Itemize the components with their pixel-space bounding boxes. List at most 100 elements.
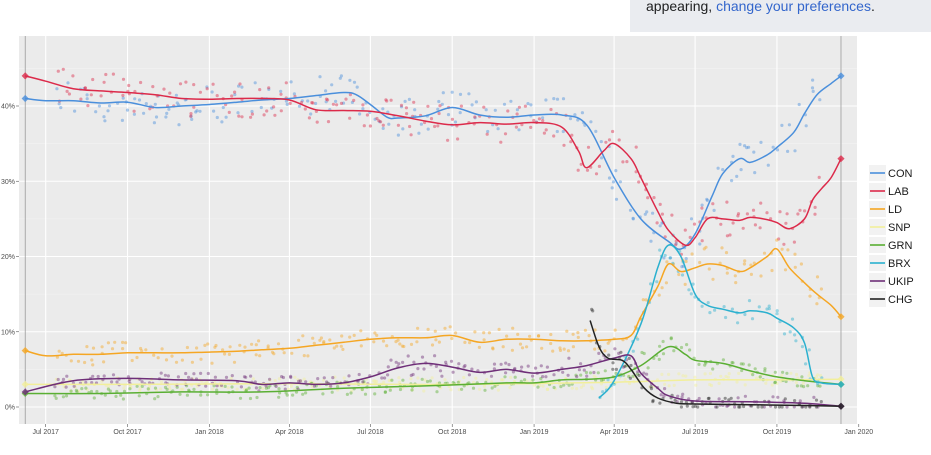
- poll-point-con: [102, 115, 106, 119]
- poll-point-lab: [412, 100, 416, 104]
- poll-point-con: [436, 107, 440, 111]
- result-marker-chg: [837, 402, 845, 410]
- poll-point-con: [651, 211, 655, 215]
- poll-point-lab: [670, 213, 674, 217]
- poll-point-brx: [743, 312, 747, 317]
- poll-point-ld: [537, 334, 541, 338]
- poll-point-ukip: [561, 370, 565, 374]
- poll-point-ld: [775, 238, 779, 242]
- poll-point-lab: [736, 214, 740, 218]
- poll-point-ld: [221, 348, 225, 352]
- poll-point-lab: [692, 222, 697, 226]
- poll-point-brx: [708, 311, 712, 315]
- poll-point-lab: [352, 98, 356, 102]
- poll-point-ld: [409, 342, 414, 346]
- poll-point-lab: [586, 145, 591, 149]
- poll-point-ukip: [289, 375, 293, 379]
- notice-prefix: appearing,: [646, 0, 713, 14]
- poll-point-grn: [642, 351, 646, 356]
- poll-point-snp: [243, 387, 247, 391]
- poll-point-lab: [784, 221, 788, 225]
- poll-point-lab: [644, 182, 649, 186]
- poll-point-con: [580, 111, 585, 115]
- poll-point-snp: [794, 380, 799, 385]
- poll-point-lab: [184, 80, 188, 84]
- trend-line-con: [25, 75, 842, 250]
- poll-point-lab: [65, 89, 69, 93]
- poll-point-snp: [439, 386, 443, 390]
- poll-point-ld: [793, 252, 797, 256]
- poll-point-ukip: [159, 371, 163, 375]
- poll-point-lab: [86, 104, 90, 108]
- poll-point-con: [745, 146, 749, 150]
- poll-point-ld: [164, 358, 169, 362]
- poll-point-ld: [375, 333, 379, 337]
- poll-point-con: [85, 97, 89, 101]
- poll-point-lab: [102, 80, 106, 84]
- poll-point-snp: [277, 377, 281, 381]
- poll-point-ld: [749, 263, 753, 267]
- poll-point-grn: [238, 396, 243, 400]
- poll-point-brx: [765, 307, 769, 311]
- poll-point-ukip: [467, 373, 471, 377]
- poll-point-chg: [760, 405, 764, 409]
- poll-point-con: [541, 116, 545, 120]
- poll-point-con: [165, 111, 169, 115]
- poll-point-lab: [127, 83, 131, 88]
- poll-point-snp: [623, 377, 627, 381]
- poll-point-lab: [570, 133, 574, 137]
- poll-point-snp: [179, 387, 183, 391]
- poll-point-chg: [773, 405, 778, 409]
- poll-point-chg: [706, 396, 711, 401]
- poll-point-lab: [473, 115, 477, 119]
- poll-point-grn: [763, 369, 767, 373]
- poll-point-ukip: [733, 405, 737, 409]
- poll-point-lab: [67, 92, 71, 96]
- poll-point-ld: [243, 345, 247, 349]
- poll-point-ukip: [389, 358, 393, 362]
- poll-point-brx: [747, 299, 752, 303]
- poll-point-brx: [687, 288, 691, 292]
- poll-point-lab: [71, 74, 75, 78]
- legend-label-brx: BRX: [888, 258, 911, 270]
- poll-point-ukip: [274, 384, 278, 388]
- poll-point-snp: [229, 376, 233, 381]
- x-tick-label: Apr 2018: [275, 429, 304, 436]
- poll-point-lab: [279, 92, 283, 96]
- poll-point-ukip: [127, 379, 131, 383]
- poll-point-grn: [818, 384, 822, 388]
- poll-point-con: [658, 224, 662, 228]
- trend-line-brx: [598, 244, 842, 399]
- poll-point-con: [440, 102, 444, 106]
- poll-point-snp: [627, 374, 631, 378]
- poll-point-grn: [349, 391, 353, 395]
- poll-point-ukip: [444, 360, 448, 364]
- y-tick-label: 0%: [5, 405, 15, 412]
- poll-point-grn: [199, 393, 203, 397]
- poll-point-grn: [574, 373, 578, 377]
- poll-point-con: [804, 124, 808, 128]
- poll-point-con: [668, 256, 673, 260]
- poll-point-ld: [91, 346, 96, 350]
- poll-point-con: [401, 127, 405, 131]
- poll-point-lab: [56, 69, 60, 73]
- poll-point-ukip: [617, 351, 621, 355]
- poll-point-brx: [601, 390, 605, 394]
- poll-point-ukip: [645, 372, 649, 376]
- poll-point-ld: [725, 271, 729, 275]
- poll-point-chg: [691, 405, 695, 409]
- poll-point-chg: [723, 396, 727, 400]
- poll-point-snp: [628, 381, 632, 386]
- poll-point-con: [237, 84, 241, 88]
- poll-point-ukip: [676, 394, 680, 398]
- change-preferences-link[interactable]: change your preferences: [716, 0, 871, 14]
- poll-point-snp: [648, 385, 652, 389]
- poll-point-con: [167, 107, 171, 111]
- poll-point-con: [426, 127, 430, 131]
- poll-point-grn: [54, 396, 58, 400]
- poll-point-con: [743, 144, 747, 148]
- poll-point-ld: [55, 355, 60, 359]
- poll-point-ld: [770, 268, 774, 273]
- poll-point-snp: [546, 387, 550, 391]
